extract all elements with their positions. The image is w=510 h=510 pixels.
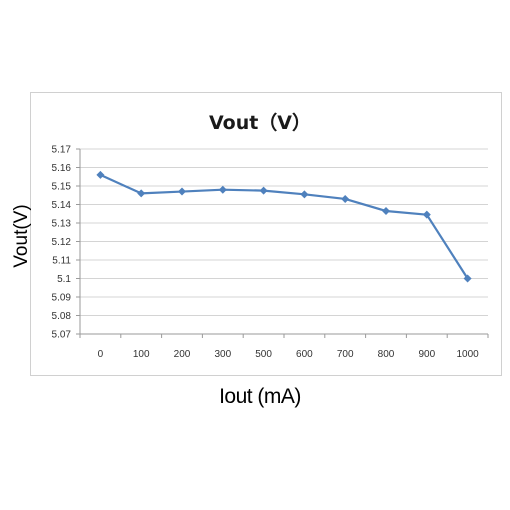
x-tick-label: 100 [133,349,150,360]
data-point-marker [96,170,105,179]
chart-title: Vout（V） [208,112,312,134]
y-tick-label: 5.09 [52,293,72,304]
y-tick-label: 5.12 [52,237,72,248]
data-point-marker [463,274,472,283]
data-point-marker [137,189,146,198]
y-tick-label: 5.17 [52,145,72,156]
y-tick-label: 5.15 [52,182,72,193]
y-tick-label: 5.14 [52,200,72,211]
x-tick-label: 600 [296,349,313,360]
x-tick-label: 200 [174,349,191,360]
data-point-marker [382,206,390,215]
data-point-marker [341,194,350,203]
x-tick-label: 0 [98,349,104,360]
data-point-marker [300,190,309,199]
x-tick-label: 500 [255,349,272,360]
y-tick-label: 5.1 [57,274,71,285]
data-point-marker [259,186,268,195]
x-axis-label: Iout (mA) [219,385,301,408]
y-tick-label: 5.13 [52,219,72,230]
y-tick-label: 5.08 [52,311,72,322]
chart-frame [30,92,502,376]
y-tick-label: 5.11 [52,256,71,267]
y-tick-label: 5.07 [52,330,72,341]
data-point-marker [422,210,431,219]
y-tick-label: 5.16 [52,163,72,174]
x-tick-label: 800 [378,349,395,360]
series-line [99,173,469,280]
data-point-marker [218,185,227,194]
x-tick-label: 300 [214,349,231,360]
data-point-marker [178,187,186,196]
x-tick-label: 900 [418,349,435,360]
x-tick-label: 1000 [456,349,479,360]
x-tick-label: 700 [337,349,354,360]
